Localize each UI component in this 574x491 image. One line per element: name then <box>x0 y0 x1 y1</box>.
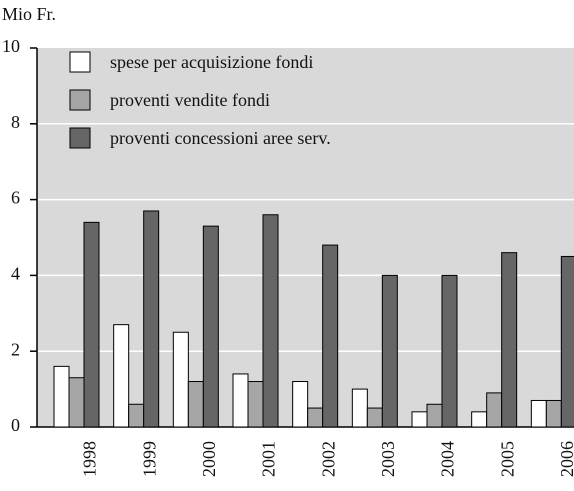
x-tick-label: 2004 <box>438 441 458 477</box>
x-tick-label: 1999 <box>139 441 159 477</box>
bar <box>307 407 324 428</box>
bar <box>202 225 219 428</box>
bar <box>113 324 130 428</box>
bar <box>411 411 428 428</box>
x-tick-label: 2000 <box>199 441 219 477</box>
bar <box>262 214 279 428</box>
x-tick-label: 1998 <box>80 441 100 477</box>
legend-swatch <box>69 89 91 111</box>
bar <box>128 403 145 428</box>
x-tick-label: 2003 <box>378 441 398 477</box>
bar <box>68 377 85 428</box>
legend-label: proventi vendite fondi <box>110 90 270 110</box>
bar <box>560 255 574 428</box>
bar <box>381 274 398 428</box>
x-tick-label: 2001 <box>259 441 279 477</box>
bar <box>53 365 70 428</box>
bar <box>292 381 309 428</box>
bar <box>426 403 443 428</box>
legend-swatch <box>69 51 91 73</box>
bar <box>247 381 264 428</box>
y-tick-label: 10 <box>2 36 20 56</box>
bar <box>187 381 204 428</box>
legend-label: spese per acquisizione fondi <box>110 52 313 72</box>
y-tick-label: 6 <box>11 188 20 208</box>
bar <box>545 399 562 428</box>
bar <box>83 221 100 428</box>
bar <box>530 399 547 428</box>
x-tick-label: 2006 <box>557 441 574 477</box>
bar <box>471 411 488 428</box>
legend-label: proventi concessioni aree serv. <box>110 128 331 148</box>
bar <box>501 252 518 428</box>
bar <box>143 210 160 428</box>
legend-swatch <box>69 127 91 149</box>
y-axis-label: Mio Fr. <box>2 4 56 24</box>
bar <box>351 388 368 428</box>
y-tick-label: 4 <box>11 264 20 284</box>
y-tick-label: 8 <box>11 112 20 132</box>
bar <box>441 274 458 428</box>
y-tick-label: 0 <box>11 415 20 435</box>
y-tick-label: 2 <box>11 339 20 359</box>
bar <box>322 244 339 428</box>
bar <box>486 392 503 428</box>
bar <box>232 373 249 428</box>
bar <box>172 331 189 428</box>
bar <box>366 407 383 428</box>
x-tick-label: 2005 <box>497 441 517 477</box>
x-tick-label: 2002 <box>318 441 338 477</box>
